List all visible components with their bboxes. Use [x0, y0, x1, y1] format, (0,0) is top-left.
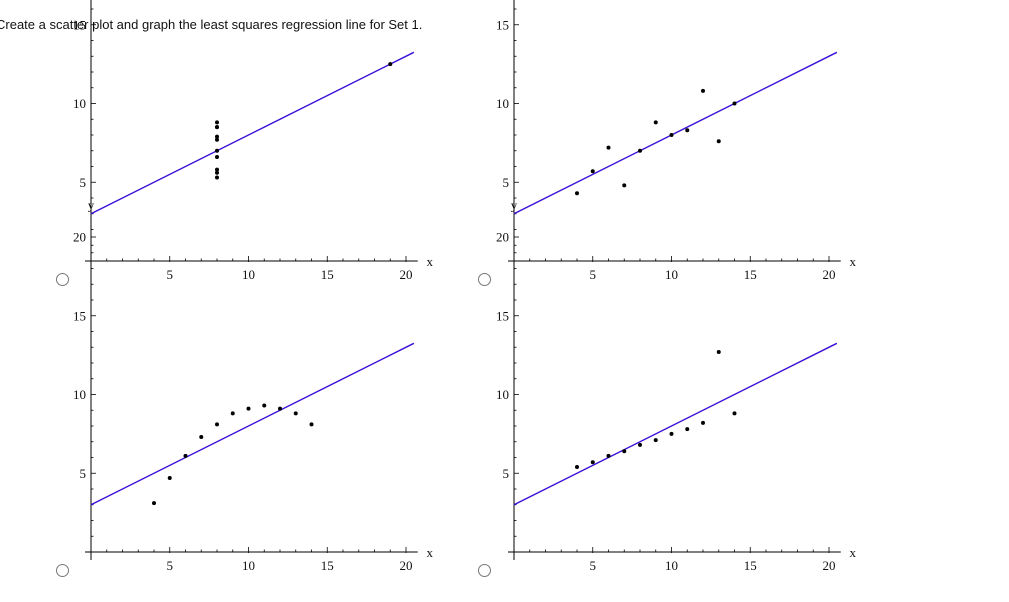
data-point — [246, 406, 251, 411]
y-tick-label: 5 — [503, 175, 510, 190]
x-axis-label: x — [850, 545, 857, 560]
regression-line — [90, 342, 415, 506]
data-point — [278, 406, 282, 411]
data-point — [215, 155, 219, 160]
x-tick-label: 5 — [167, 267, 174, 282]
data-point — [701, 420, 705, 425]
data-point — [701, 88, 705, 93]
plot-group: 5 10 15 20 5 10 15 20 x y — [73, 0, 434, 282]
data-point — [215, 170, 219, 175]
data-point — [293, 411, 298, 416]
data-point — [575, 464, 579, 469]
data-point — [215, 148, 219, 153]
data-point — [638, 148, 642, 153]
y-tick-label: 15 — [496, 308, 509, 323]
data-point — [606, 453, 611, 458]
y-tick-label: 20 — [496, 230, 509, 245]
y-tick-label: 10 — [496, 387, 509, 402]
data-point — [230, 411, 235, 416]
x-tick-label: 10 — [665, 267, 678, 282]
x-tick-label: 15 — [744, 558, 757, 573]
data-point — [215, 422, 219, 427]
y-tick-label: 15 — [73, 308, 86, 323]
regression-line — [513, 342, 838, 506]
data-point — [669, 431, 674, 436]
answer-option-c-radio[interactable] — [56, 564, 69, 577]
data-point — [152, 501, 156, 506]
data-point — [183, 453, 188, 458]
x-tick-label: 10 — [242, 267, 255, 282]
data-point — [638, 442, 642, 447]
y-tick-label: 15 — [496, 17, 509, 32]
x-tick-label: 15 — [744, 267, 757, 282]
plot-group: 5 10 15 20 5 10 15 20 x y — [496, 197, 857, 573]
x-tick-label: 20 — [823, 558, 836, 573]
data-point — [215, 175, 219, 180]
x-tick-label: 5 — [590, 558, 597, 573]
data-point — [199, 435, 204, 440]
data-point — [590, 460, 595, 465]
answer-option-d-radio[interactable] — [478, 564, 491, 577]
x-tick-label: 15 — [321, 267, 334, 282]
y-tick-label: 5 — [80, 175, 87, 190]
data-point — [215, 167, 219, 172]
answer-option-b-radio[interactable] — [478, 273, 491, 286]
data-point — [732, 411, 737, 416]
x-tick-label: 10 — [665, 558, 678, 573]
y-tick-label: 10 — [73, 387, 86, 402]
data-point — [262, 403, 267, 408]
x-tick-label: 10 — [242, 558, 255, 573]
data-point — [653, 438, 658, 443]
plot-group: 5 10 15 20 5 10 15 20 x y — [73, 197, 434, 573]
data-point — [669, 133, 674, 137]
data-point — [685, 427, 690, 432]
data-point — [716, 139, 721, 144]
answer-option-a-radio[interactable] — [56, 273, 69, 286]
data-point — [215, 137, 219, 142]
y-tick-label: 5 — [503, 466, 510, 481]
x-tick-label: 5 — [167, 558, 174, 573]
data-point — [590, 169, 595, 174]
data-point — [732, 101, 737, 106]
data-point — [215, 120, 219, 125]
regression-line — [513, 51, 838, 215]
data-point — [622, 449, 627, 454]
data-point — [388, 62, 393, 67]
data-point — [575, 191, 579, 196]
data-point — [653, 120, 658, 125]
regression-line — [90, 51, 415, 215]
x-tick-label: 20 — [823, 267, 836, 282]
data-point — [167, 475, 172, 480]
data-point — [215, 134, 219, 139]
y-axis-label: y — [511, 197, 518, 212]
y-axis-label: y — [88, 197, 95, 212]
x-axis-label: x — [427, 545, 434, 560]
data-point — [215, 125, 219, 130]
data-point — [685, 128, 690, 133]
y-tick-label: 10 — [496, 96, 509, 111]
y-tick-label: 5 — [80, 466, 87, 481]
data-point — [606, 145, 611, 150]
y-tick-label: 15 — [73, 17, 86, 32]
data-point — [622, 183, 627, 188]
x-tick-label: 20 — [400, 267, 413, 282]
data-point — [309, 422, 314, 427]
x-tick-label: 20 — [400, 558, 413, 573]
x-tick-label: 15 — [321, 558, 334, 573]
y-tick-label: 20 — [73, 230, 86, 245]
question-prompt: Create a scatter plot and graph the leas… — [0, 17, 423, 32]
plot-group: 5 10 15 20 5 10 15 20 x y — [496, 0, 857, 282]
x-tick-label: 5 — [590, 267, 597, 282]
y-tick-label: 10 — [73, 96, 86, 111]
data-point — [716, 349, 721, 354]
x-axis-label: x — [850, 254, 857, 269]
x-axis-label: x — [427, 254, 434, 269]
